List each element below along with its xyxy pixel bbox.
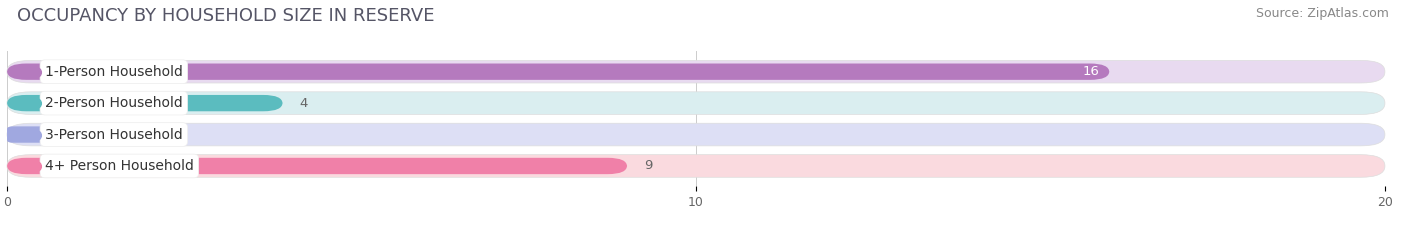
Text: Source: ZipAtlas.com: Source: ZipAtlas.com xyxy=(1256,7,1389,20)
FancyBboxPatch shape xyxy=(7,158,627,174)
Text: 4: 4 xyxy=(299,97,308,110)
FancyBboxPatch shape xyxy=(7,123,1385,146)
Text: 4+ Person Household: 4+ Person Household xyxy=(45,159,194,173)
FancyBboxPatch shape xyxy=(7,64,1109,80)
FancyBboxPatch shape xyxy=(7,60,1385,83)
Text: 9: 9 xyxy=(644,159,652,172)
FancyBboxPatch shape xyxy=(7,92,1385,114)
Text: 16: 16 xyxy=(1083,65,1099,78)
Text: 1: 1 xyxy=(93,128,101,141)
Text: 1-Person Household: 1-Person Household xyxy=(45,65,183,79)
FancyBboxPatch shape xyxy=(7,126,76,143)
FancyBboxPatch shape xyxy=(7,155,1385,177)
Text: 3-Person Household: 3-Person Household xyxy=(45,127,183,141)
Text: OCCUPANCY BY HOUSEHOLD SIZE IN RESERVE: OCCUPANCY BY HOUSEHOLD SIZE IN RESERVE xyxy=(17,7,434,25)
FancyBboxPatch shape xyxy=(7,95,283,111)
Text: 2-Person Household: 2-Person Household xyxy=(45,96,183,110)
